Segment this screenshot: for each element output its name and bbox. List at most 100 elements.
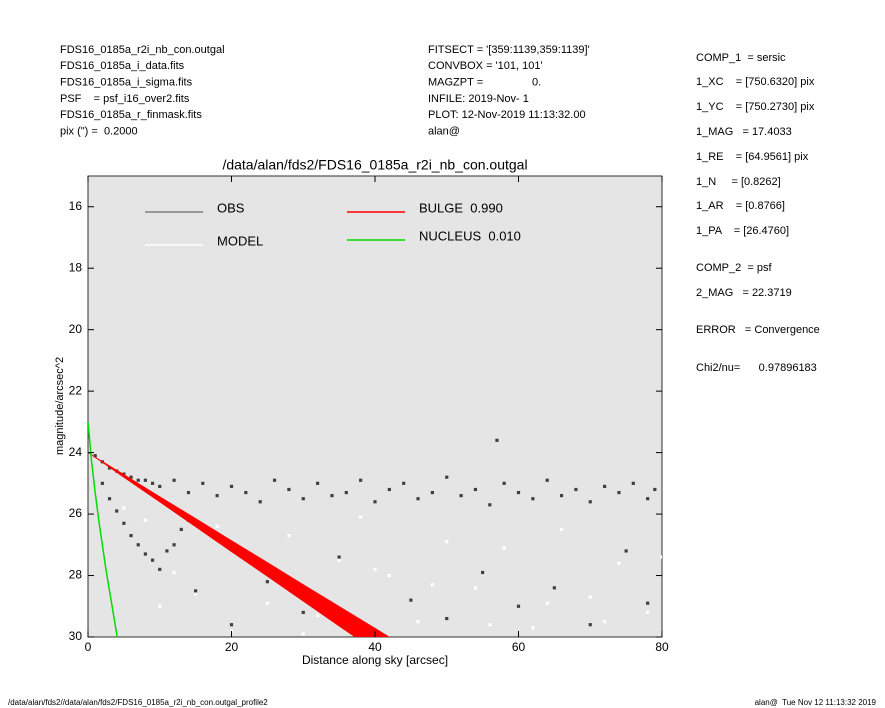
data-point bbox=[143, 518, 147, 522]
fit-param: 1_N = [0.8262] bbox=[696, 176, 781, 188]
header-line: FDS16_0185a_i_sigma.fits bbox=[60, 77, 193, 89]
header-line: alan@ bbox=[428, 125, 460, 137]
fit-param: ERROR = Convergence bbox=[696, 324, 820, 336]
bulge-band bbox=[338, 605, 376, 637]
data-point bbox=[122, 472, 126, 476]
chart-title: /data/alan/fds2/FDS16_0185a_r2i_nb_con.o… bbox=[222, 157, 527, 173]
data-point bbox=[531, 497, 535, 501]
data-point bbox=[588, 623, 592, 627]
data-point bbox=[244, 490, 248, 495]
fit-param: Chi2/nu= 0.97896183 bbox=[696, 362, 817, 374]
data-point bbox=[150, 481, 155, 485]
plot-area bbox=[87, 175, 663, 638]
data-point bbox=[416, 620, 420, 624]
fit-param: 1_RE = [64.9561] pix bbox=[696, 151, 809, 163]
data-point bbox=[459, 494, 463, 498]
data-point bbox=[624, 549, 628, 553]
data-point bbox=[330, 494, 334, 498]
x-tick-label: 20 bbox=[225, 640, 239, 654]
data-point bbox=[359, 478, 363, 482]
data-point bbox=[136, 543, 140, 547]
data-point bbox=[194, 592, 198, 596]
fit-param: 1_PA = [26.4760] bbox=[696, 225, 789, 237]
data-point bbox=[631, 481, 635, 485]
data-point bbox=[272, 478, 277, 482]
data-point bbox=[660, 555, 662, 559]
data-point bbox=[387, 573, 391, 578]
header-line: INFILE: 2019-Nov- 1 bbox=[428, 93, 529, 105]
data-point bbox=[531, 626, 535, 630]
data-point bbox=[100, 481, 104, 485]
data-point bbox=[172, 543, 176, 547]
data-point bbox=[215, 494, 219, 498]
y-tick-label: 28 bbox=[69, 568, 83, 582]
plot-marks bbox=[88, 421, 662, 637]
fit-param: 1_XC = [750.6320] pix bbox=[696, 76, 815, 88]
data-point bbox=[301, 610, 305, 615]
header-line: PSF = psf_i16_over2.fits bbox=[60, 93, 190, 105]
data-point bbox=[158, 567, 162, 571]
data-point bbox=[473, 586, 478, 590]
data-point bbox=[194, 589, 198, 593]
legend-label: OBS bbox=[217, 200, 245, 215]
y-tick-label: 24 bbox=[69, 445, 83, 459]
data-point bbox=[287, 533, 291, 538]
data-point bbox=[229, 623, 234, 627]
y-tick-label: 16 bbox=[69, 199, 83, 213]
legend-label: BULGE 0.990 bbox=[419, 200, 503, 215]
x-tick-label: 40 bbox=[368, 640, 382, 654]
data-point bbox=[186, 490, 191, 495]
bulge-band bbox=[374, 627, 390, 637]
data-point bbox=[301, 632, 305, 636]
data-point bbox=[502, 546, 506, 550]
data-point bbox=[129, 533, 133, 538]
data-point bbox=[617, 561, 621, 565]
data-point bbox=[646, 497, 650, 501]
data-point bbox=[122, 521, 126, 525]
x-axis-label: Distance along sky [arcsec] bbox=[302, 653, 448, 667]
data-point bbox=[344, 490, 348, 495]
data-point bbox=[215, 524, 219, 528]
data-point bbox=[229, 484, 234, 489]
y-axis-label: magnitude/arcsec^2 bbox=[54, 357, 66, 455]
data-point bbox=[265, 580, 269, 584]
data-point bbox=[143, 552, 147, 556]
data-point bbox=[287, 487, 291, 492]
fit-param: 2_MAG = 22.3719 bbox=[696, 287, 792, 299]
data-point bbox=[172, 570, 176, 575]
data-point bbox=[603, 484, 607, 489]
data-point bbox=[473, 487, 478, 492]
data-point bbox=[337, 558, 341, 562]
y-tick-label: 20 bbox=[69, 322, 83, 336]
data-point bbox=[416, 497, 420, 501]
y-tick-label: 30 bbox=[69, 629, 83, 643]
fit-param: COMP_2 = psf bbox=[696, 262, 772, 274]
data-point bbox=[387, 487, 391, 492]
data-point bbox=[430, 583, 434, 587]
data-point bbox=[516, 490, 521, 495]
header-line: FDS16_0185a_r_finmask.fits bbox=[60, 109, 202, 121]
data-point bbox=[559, 494, 564, 498]
data-point bbox=[107, 466, 112, 470]
data-point bbox=[445, 475, 449, 479]
data-point bbox=[316, 613, 320, 618]
header-line: CONVBOX = '101, 101' bbox=[428, 60, 543, 72]
data-point bbox=[265, 601, 269, 605]
data-point bbox=[502, 481, 506, 485]
data-point bbox=[545, 478, 549, 482]
data-point bbox=[552, 586, 556, 590]
data-point bbox=[588, 500, 592, 504]
data-point bbox=[481, 570, 485, 575]
data-point bbox=[516, 604, 521, 608]
fit-param: 1_AR = [0.8766] bbox=[696, 200, 785, 212]
footer-path: /data/alan/fds2//data/alan/fds2/FDS16_01… bbox=[8, 698, 268, 707]
data-point bbox=[165, 549, 169, 553]
data-point bbox=[359, 515, 363, 519]
x-tick-label: 80 bbox=[655, 640, 669, 654]
fit-param: 1_YC = [750.2730] pix bbox=[696, 101, 815, 113]
data-point bbox=[646, 610, 650, 615]
data-point bbox=[559, 527, 564, 532]
data-point bbox=[445, 540, 449, 544]
data-point bbox=[258, 500, 262, 504]
